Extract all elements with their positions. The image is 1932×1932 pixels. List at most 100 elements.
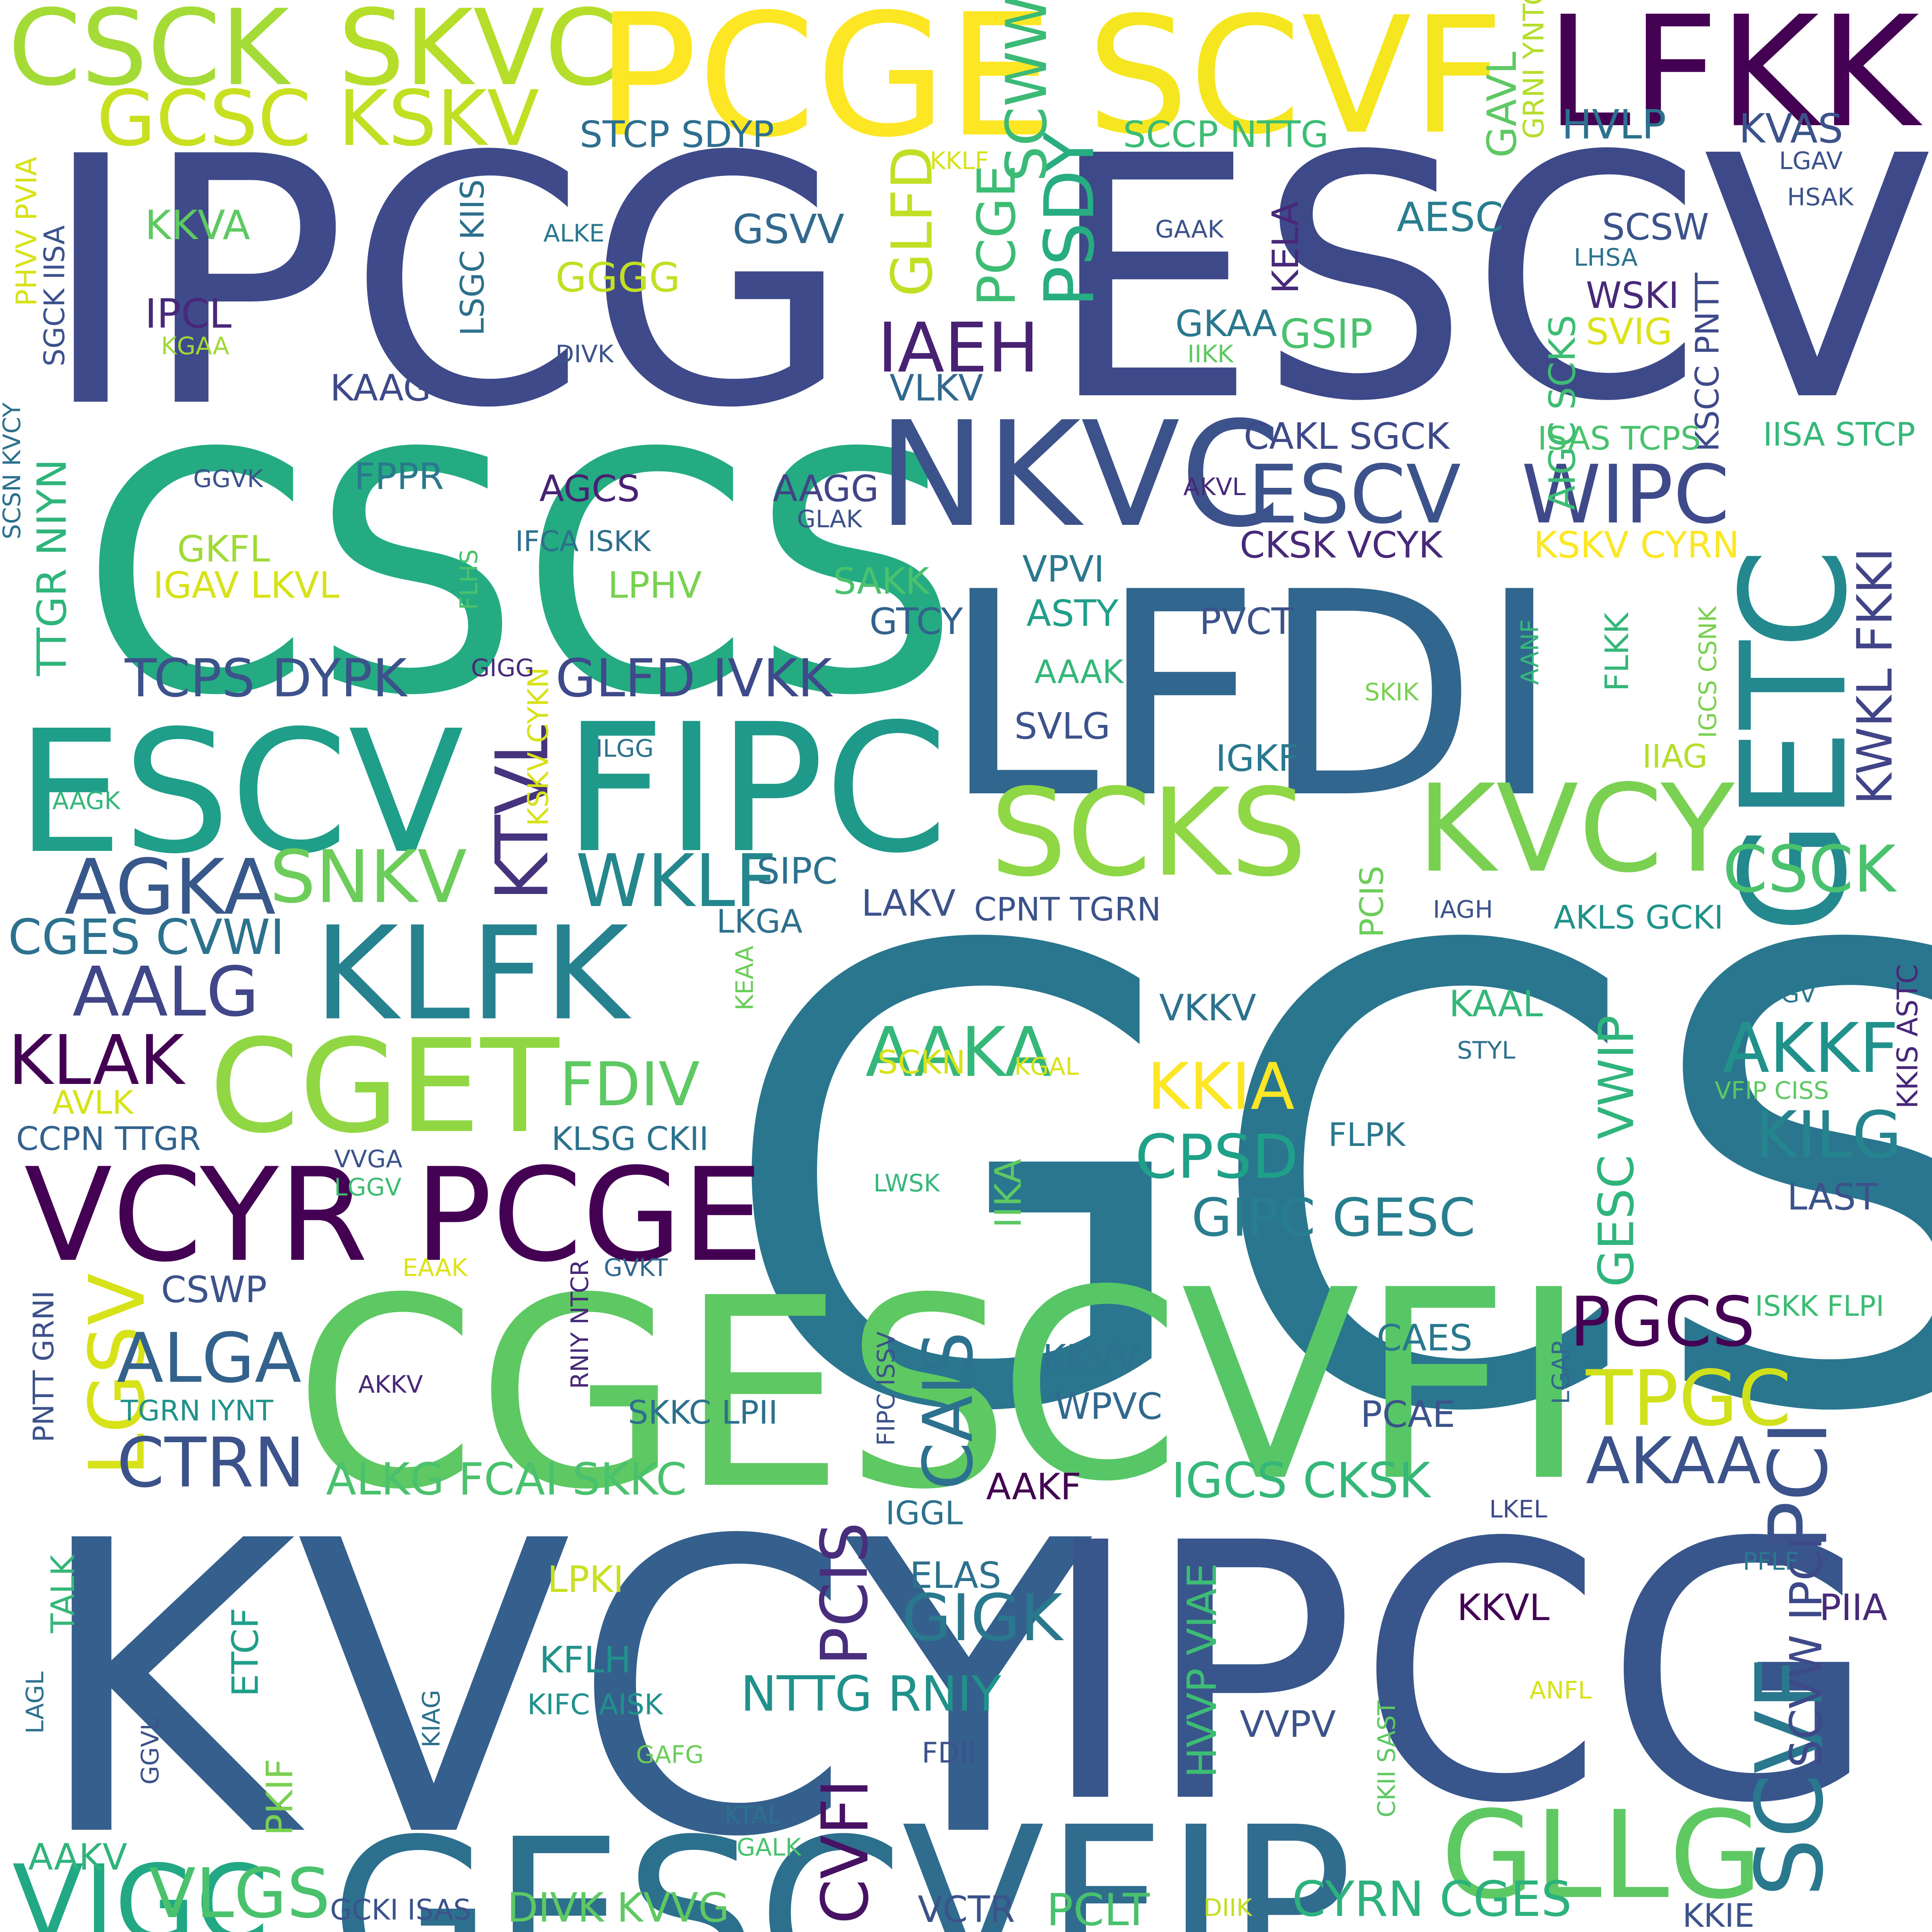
word-cakl-sgck: CAKL SGCK	[1244, 415, 1449, 458]
word-keaa: KEAA	[731, 945, 759, 1011]
word-ipcg-top: IPCG	[40, 85, 852, 483]
word-vkkv: VKKV	[1159, 987, 1257, 1029]
word-vpvi: VPVI	[1022, 548, 1104, 590]
word-skkc-lpii: SKKC LPII	[628, 1394, 778, 1431]
word-gsvv: GSVV	[733, 206, 844, 253]
word-ckii-sast: CKII SAST	[1373, 1700, 1401, 1818]
word-lkga: LKGA	[716, 903, 803, 940]
word-vcyr: VCYR	[24, 1141, 368, 1290]
word-piia: PIIA	[1819, 1587, 1887, 1629]
word-ipcg-bottom: IPCG	[1038, 1468, 1878, 1880]
word-galk: GALK	[737, 1833, 801, 1862]
word-flkk: FLKK	[1598, 613, 1636, 691]
word-kwkl-fkki: KWKL FKKI	[1847, 547, 1903, 805]
word-skvc: SKVC	[338, 0, 618, 109]
word-lwsk: LWSK	[873, 1169, 940, 1197]
word-cyrn-cges: CYRN CGES	[1292, 1872, 1572, 1928]
word-pgcs: PGCS	[1570, 1282, 1755, 1362]
word-lkel: LKEL	[1489, 1495, 1548, 1523]
word-grni-yntc: GRNI YNTC	[1517, 0, 1550, 139]
word-gkfl: GKFL	[177, 528, 270, 570]
word-akkf: AKKF	[1723, 1009, 1899, 1088]
word-gipc-gesc: GIPC GESC	[1191, 1187, 1476, 1248]
word-diik: DIIK	[1203, 1894, 1252, 1922]
word-tcps-dypk: TCPS DYPK	[125, 648, 407, 709]
word-lhsa: LHSA	[1574, 244, 1638, 272]
word-lphv: LPHV	[608, 564, 702, 607]
word-sakk: SAKK	[833, 560, 929, 603]
word-aaka: AAKA	[865, 1013, 1052, 1092]
word-gggg: GGGG	[555, 254, 680, 301]
word-kklf: KKLF	[930, 147, 989, 175]
word-kela: KELA	[1264, 201, 1307, 294]
word-hvvp-viae: HVVP VIAE	[1178, 1563, 1226, 1778]
word-kkvl: KKVL	[1457, 1587, 1550, 1629]
word-gkaa: GKAA	[1175, 303, 1277, 345]
word-lggv: LGGV	[334, 1173, 402, 1201]
word-ilgg: ILGG	[596, 735, 654, 763]
word-gafg: GAFG	[636, 1741, 704, 1769]
word-kkvv: KKVV	[1042, 1337, 1140, 1379]
word-pcge-mid: PCGE	[415, 1141, 764, 1290]
word-kaag: KAAG	[330, 367, 431, 409]
word-gllg: GLLG	[1441, 1785, 1763, 1926]
word-cvfi-vertical: CVFI	[807, 1779, 883, 1924]
word-flpk: FLPK	[1328, 1116, 1406, 1154]
word-sgck-iisa: SGCK IISA	[38, 225, 71, 367]
word-divk-small: DIVK	[555, 340, 614, 368]
word-avlk: AVLK	[52, 1084, 134, 1121]
word-aakf: AAKF	[986, 1466, 1082, 1508]
word-alkg-fcai-skkc: ALKG FCAI SKKC	[326, 1453, 687, 1505]
word-ifca-iskk: IFCA ISKK	[515, 525, 651, 558]
word-iiag: IIAG	[1642, 738, 1708, 775]
word-klsg-ckii: KLSG CKII	[551, 1120, 709, 1158]
word-cpnt-tgrn: CPNT TGRN	[974, 891, 1161, 928]
word-aagk: AAGK	[52, 787, 120, 815]
word-tgrn-iynt: TGRN IYNT	[121, 1394, 273, 1427]
word-cpsd: CPSD	[1135, 1122, 1298, 1192]
word-kgaa: KGAA	[161, 332, 229, 360]
word-fipc-issv: FIPC ISSV	[872, 1331, 901, 1446]
word-pflf: PFLF	[1743, 1548, 1799, 1576]
word-last: LAST	[1787, 1176, 1878, 1218]
word-kkia: KKIA	[1147, 1049, 1295, 1124]
word-wklf: WKLF	[576, 839, 777, 923]
word-ggvk: GGVK	[193, 465, 263, 493]
word-skik: SKIK	[1364, 678, 1419, 706]
word-kkie: KKIE	[1682, 1897, 1755, 1932]
word-lpki: LPKI	[547, 1558, 624, 1601]
word-divk-kvvg: DIVK KVVG	[507, 1884, 730, 1931]
word-aanf: AANF	[1516, 619, 1544, 685]
word-pcge-vertical: PCGE	[966, 164, 1028, 307]
word-kilg: KILG	[1755, 1097, 1902, 1172]
word-eaak: EAAK	[402, 1254, 468, 1282]
word-styl: STYL	[1457, 1036, 1515, 1065]
word-elas: ELAS	[910, 1554, 1001, 1597]
word-fppr: FPPR	[354, 456, 444, 498]
word-flhs: FLHS	[455, 549, 483, 610]
word-ipcl: IPCL	[145, 290, 232, 337]
word-scww: SCWW	[994, 0, 1060, 182]
word-ttgr-niyn: TTGR NIYN	[28, 459, 76, 676]
word-tpgc: TPGC	[1586, 1354, 1792, 1443]
word-csck-top: CSCK	[8, 0, 289, 109]
word-agcs: AGCS	[539, 468, 640, 510]
word-kvcy-mid: KVCY	[1417, 759, 1735, 899]
word-aalg: AALG	[72, 952, 259, 1032]
word-vctr: VCTR	[918, 1889, 1015, 1931]
word-gcsc-main: GCSC	[716, 818, 1932, 1549]
word-etcf: ETCF	[224, 1608, 267, 1697]
word-akkv: AKKV	[358, 1371, 423, 1399]
word-anfl: ANFL	[1530, 1676, 1591, 1705]
word-gvkt: GVKT	[604, 1254, 668, 1282]
word-kvas: KVAS	[1739, 105, 1843, 152]
word-aaak: AAAK	[1034, 653, 1124, 691]
word-vigc: VIGC	[12, 1843, 269, 1932]
word-kifc-aisk: KIFC AISK	[527, 1688, 663, 1721]
word-iggv: IGGV	[1755, 980, 1816, 1008]
word-sckn: SCKN	[877, 1044, 966, 1081]
word-pcge-top: PCGE	[596, 0, 1054, 175]
word-rniy-ntcr: RNIY NTCR	[566, 1259, 594, 1389]
word-aigc-scks: AIGC SCKS	[1541, 315, 1584, 510]
